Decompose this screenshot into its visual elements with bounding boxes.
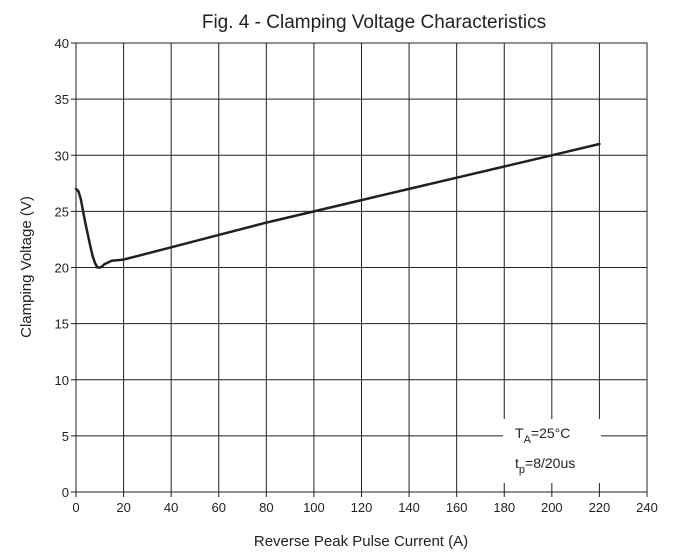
- y-tick-label: 0: [62, 485, 69, 500]
- y-tick-label: 15: [55, 317, 69, 332]
- y-tick-label: 35: [55, 92, 69, 107]
- y-tick-label: 10: [55, 373, 69, 388]
- x-tick-label: 100: [303, 500, 325, 515]
- annotation-box: [503, 419, 601, 483]
- y-tick-label: 25: [55, 204, 69, 219]
- plot-frame: [75, 42, 648, 493]
- x-tick-label: 20: [116, 500, 130, 515]
- y-tick-label: 5: [62, 429, 69, 444]
- x-tick-label: 60: [212, 500, 226, 515]
- x-tick-label: 40: [164, 500, 178, 515]
- x-tick-label: 200: [541, 500, 563, 515]
- x-tick-label: 180: [493, 500, 515, 515]
- x-tick-label: 120: [351, 500, 373, 515]
- annotation-ta: TA=25°C: [515, 425, 570, 446]
- x-tick-label: 240: [636, 500, 658, 515]
- y-tick-label: 40: [55, 36, 69, 51]
- chart-title: Fig. 4 - Clamping Voltage Characteristic…: [202, 12, 546, 33]
- x-axis-label: Reverse Peak Pulse Current (A): [254, 533, 468, 550]
- y-tick-label: 20: [55, 261, 69, 276]
- series-line-clamping-voltage: [74, 142, 601, 269]
- x-tick-label: 140: [398, 500, 420, 515]
- y-tick-labels: 0 5 10 15 20 25 30 35 40: [55, 36, 69, 500]
- annotation-tp: tp=8/20us: [515, 455, 575, 476]
- series-group: [74, 142, 601, 269]
- y-axis-label: Clamping Voltage (V): [18, 196, 35, 338]
- y-tick-label: 30: [55, 148, 69, 163]
- x-tick-label: 80: [259, 500, 273, 515]
- x-tick-label: 160: [446, 500, 468, 515]
- x-tick-label: 220: [589, 500, 611, 515]
- x-tick-labels: 0 20 40 60 80 100 120 140 160 180 200 220 240: [72, 500, 657, 515]
- x-tick-label: 0: [72, 500, 79, 515]
